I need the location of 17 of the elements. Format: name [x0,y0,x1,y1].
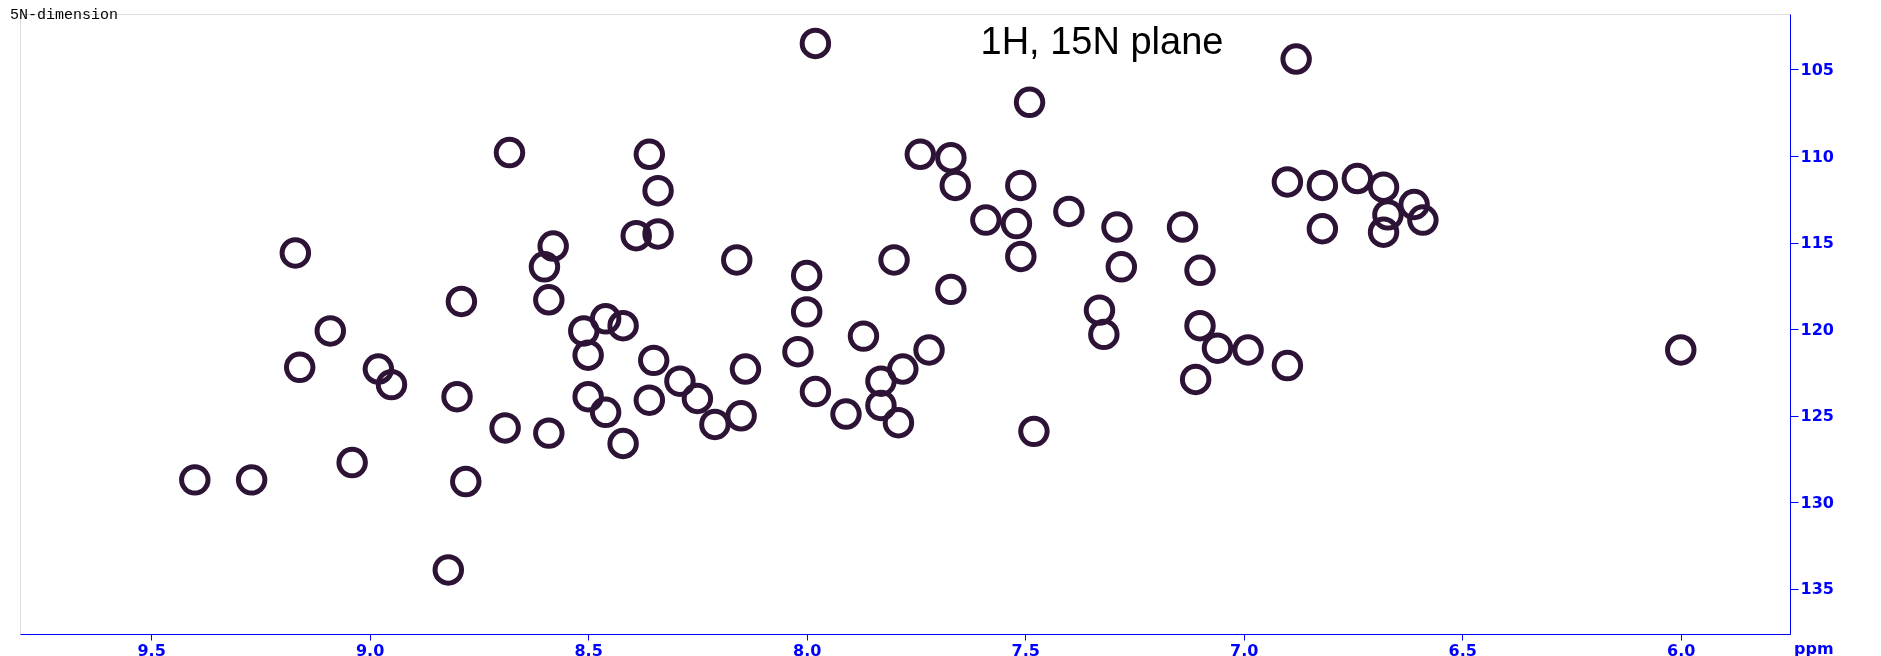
y-tick-label: 135 [1800,579,1834,599]
x-tick-label: 9.0 [355,640,385,656]
y-tick-label: 130 [1800,492,1834,512]
x-tick-label: 8.0 [792,640,822,656]
y-axis-title: 5N-dimension [10,7,119,24]
x-tick-label: 6.5 [1448,640,1477,656]
chart-title: 1H, 15N plane [980,20,1224,62]
y-tick-label: 115 [1800,233,1834,253]
y-tick-label: 125 [1800,406,1834,426]
y-tick-label: 110 [1800,146,1834,166]
x-tick-label: 9.5 [137,640,166,656]
y-tick-label: 105 [1800,59,1834,79]
x-tick-label: 7.0 [1230,640,1259,656]
y-tick-label: 120 [1800,319,1834,339]
x-tick-label: 6.0 [1667,640,1696,656]
x-tick-label: 8.5 [574,640,603,656]
x-tick-label: 7.5 [1011,640,1040,656]
